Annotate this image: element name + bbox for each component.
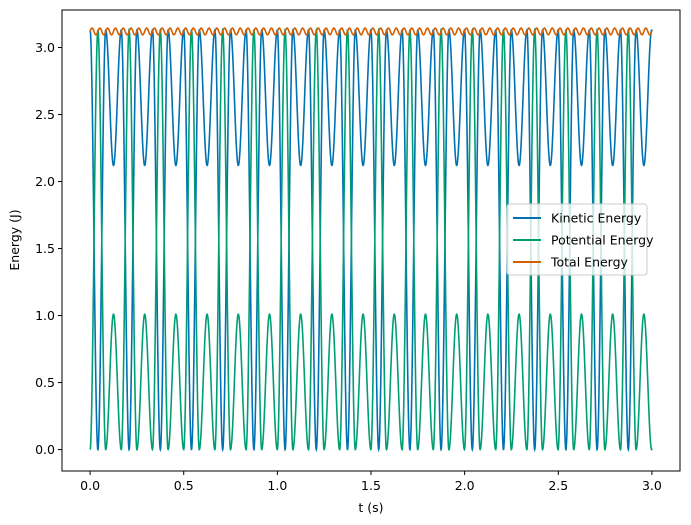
x-tick-label: 1.5 xyxy=(361,478,381,493)
y-tick-label: 2.5 xyxy=(35,107,55,122)
potential-energy-line xyxy=(89,27,653,452)
legend: Kinetic Energy Potential Energy Total En… xyxy=(506,203,654,276)
x-tick-label: 1.0 xyxy=(267,478,287,493)
total-energy-line xyxy=(89,27,653,36)
x-tick-label: 0.5 xyxy=(174,478,194,493)
y-tick-label: 1.0 xyxy=(35,308,55,323)
y-tick-label: 2.0 xyxy=(35,174,55,189)
y-axis-label: Energy (J) xyxy=(7,209,22,270)
y-axis: 0.0 0.5 1.0 1.5 2.0 2.5 3.0 xyxy=(35,40,62,457)
x-axis-label: t (s) xyxy=(358,500,383,515)
legend-box xyxy=(506,203,648,276)
x-tick-label: 2.5 xyxy=(548,478,568,493)
x-tick-label: 2.0 xyxy=(455,478,475,493)
y-tick-label: 3.0 xyxy=(35,40,55,55)
x-tick-label: 3.0 xyxy=(642,478,662,493)
legend-label-total: Total Energy xyxy=(550,255,629,270)
series-layer xyxy=(89,27,653,453)
x-tick-label: 0.0 xyxy=(80,478,100,493)
y-tick-label: 0.5 xyxy=(35,375,55,390)
legend-label-kinetic: Kinetic Energy xyxy=(551,211,642,226)
y-tick-label: 1.5 xyxy=(35,241,55,256)
y-tick-label: 0.0 xyxy=(35,442,55,457)
legend-label-potential: Potential Energy xyxy=(551,233,654,248)
x-axis: 0.0 0.5 1.0 1.5 2.0 2.5 3.0 xyxy=(80,471,662,493)
